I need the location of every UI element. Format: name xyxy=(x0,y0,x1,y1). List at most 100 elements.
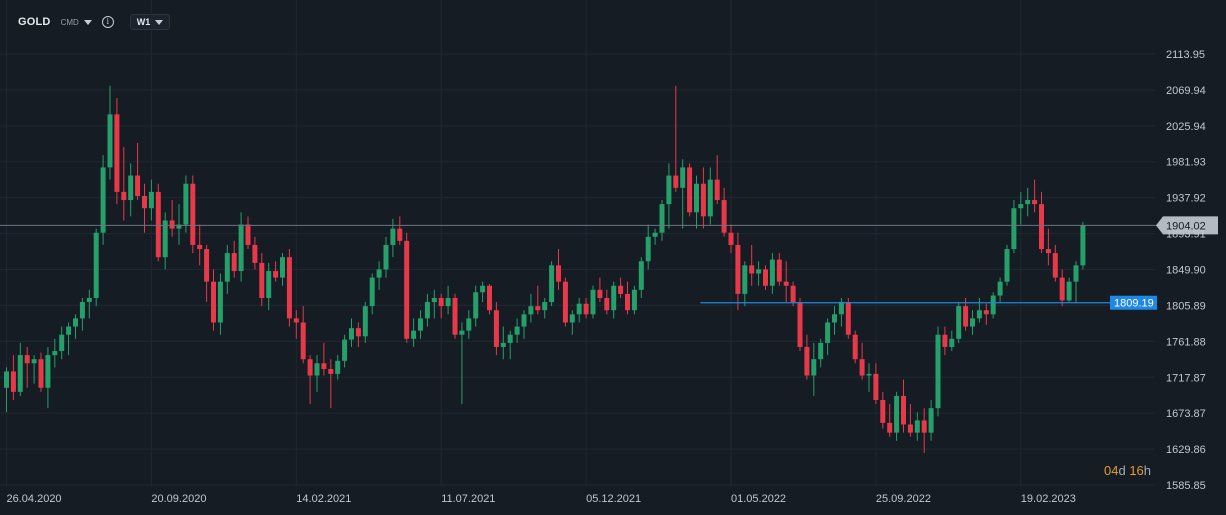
candle-body xyxy=(880,399,886,423)
candle-body xyxy=(769,259,775,286)
candle-body xyxy=(1011,208,1017,250)
candle-body xyxy=(362,306,368,337)
candle-body xyxy=(1032,200,1038,205)
symbol-label[interactable]: GOLD xyxy=(18,16,51,28)
candle-body xyxy=(259,262,265,298)
candle-body xyxy=(4,371,9,388)
countdown-days: 04 xyxy=(1104,463,1119,478)
y-tick-label: 1849.90 xyxy=(1166,265,1206,277)
candle-body xyxy=(404,240,410,339)
candle-body xyxy=(169,220,175,229)
candle-body xyxy=(894,395,900,433)
axes: 2113.95 2069.94 2025.94 1981.93 1937.92 1893.… xyxy=(7,49,1206,505)
candle-body xyxy=(445,297,451,307)
candle-body xyxy=(1052,253,1058,278)
candle-body xyxy=(480,285,486,293)
y-tick-label: 1937.92 xyxy=(1166,193,1206,205)
candle-body xyxy=(949,338,955,347)
candle-body xyxy=(866,373,872,376)
candle-body xyxy=(673,175,679,188)
candle-body xyxy=(597,289,603,298)
candle-body xyxy=(700,183,706,217)
level-label-bg xyxy=(1110,295,1157,310)
candle-body xyxy=(38,359,44,388)
y-tick-label: 1893.91 xyxy=(1166,229,1206,241)
candle-body xyxy=(776,259,782,282)
candle-body xyxy=(928,408,934,433)
candle-body xyxy=(321,363,327,369)
candle-body xyxy=(238,224,244,272)
x-tick-label: 14.02.2021 xyxy=(296,493,351,505)
candle-body xyxy=(728,232,734,245)
candle-body xyxy=(59,334,65,352)
chart-toolbar: GOLD CMD i W1 xyxy=(18,13,171,31)
candle-body xyxy=(549,265,555,303)
candle-body xyxy=(687,167,693,213)
source-dropdown-icon[interactable] xyxy=(83,19,92,25)
candle-body xyxy=(369,277,375,307)
candle-body xyxy=(507,334,513,343)
candle-body xyxy=(452,297,458,335)
candle-body xyxy=(721,200,727,233)
candle-body xyxy=(797,302,803,347)
candle-body xyxy=(286,257,292,319)
candle-body xyxy=(31,359,37,364)
candle-body xyxy=(190,183,196,245)
x-tick-label: 20.09.2020 xyxy=(151,493,206,505)
candle-body xyxy=(631,289,637,311)
candle-body xyxy=(873,373,879,400)
candle-body xyxy=(694,183,699,213)
x-tick-label: 25.09.2022 xyxy=(876,493,931,505)
candle-body xyxy=(590,289,596,315)
candle-body xyxy=(211,281,216,323)
candle-body xyxy=(148,191,154,209)
y-tick-label: 1761.88 xyxy=(1166,336,1206,348)
candle-body xyxy=(73,318,78,327)
candle-body xyxy=(859,359,865,376)
candle-body xyxy=(1045,249,1051,254)
candle-body xyxy=(10,371,16,392)
candle-body xyxy=(887,422,893,433)
y-tick-label: 2113.95 xyxy=(1166,49,1205,61)
candle-body xyxy=(376,269,382,278)
candle-body xyxy=(645,236,651,262)
candle-body xyxy=(121,191,127,201)
candle-body xyxy=(997,281,1003,296)
candle-body xyxy=(411,330,417,339)
candle-body xyxy=(983,310,989,315)
countdown-hours: 16 xyxy=(1129,463,1144,478)
candle-body xyxy=(935,334,941,409)
candle-body xyxy=(742,265,748,294)
candle-body xyxy=(845,302,851,335)
candle-body xyxy=(576,303,582,315)
candle-body xyxy=(604,297,610,311)
y-tick-label: 1981.93 xyxy=(1166,157,1206,169)
candle-body xyxy=(466,318,472,331)
info-icon[interactable]: i xyxy=(101,16,114,28)
candle-body xyxy=(487,285,492,311)
timeframe-selector[interactable]: W1 xyxy=(129,14,171,30)
candle-body xyxy=(942,334,948,347)
candle-body xyxy=(142,195,147,209)
x-tick-label: 19.02.2023 xyxy=(1021,493,1076,505)
candle-body xyxy=(1080,225,1086,266)
candle-body xyxy=(500,342,506,347)
candle-body xyxy=(611,285,617,311)
candle-body xyxy=(418,318,423,331)
candle-body xyxy=(307,359,313,376)
candle-body xyxy=(114,114,120,192)
candle-body xyxy=(583,303,589,315)
grid-lines xyxy=(0,0,1155,487)
candle-body xyxy=(162,220,168,258)
candle-body xyxy=(1004,249,1010,282)
candle-body xyxy=(459,330,465,335)
candle-body xyxy=(914,420,920,433)
candle-body xyxy=(990,295,996,315)
candle-body xyxy=(763,269,768,286)
candle-body xyxy=(1039,204,1044,250)
candle-body xyxy=(93,232,99,298)
candle-body xyxy=(735,244,741,294)
candle-body xyxy=(24,355,30,364)
source-label: CMD xyxy=(60,17,79,27)
